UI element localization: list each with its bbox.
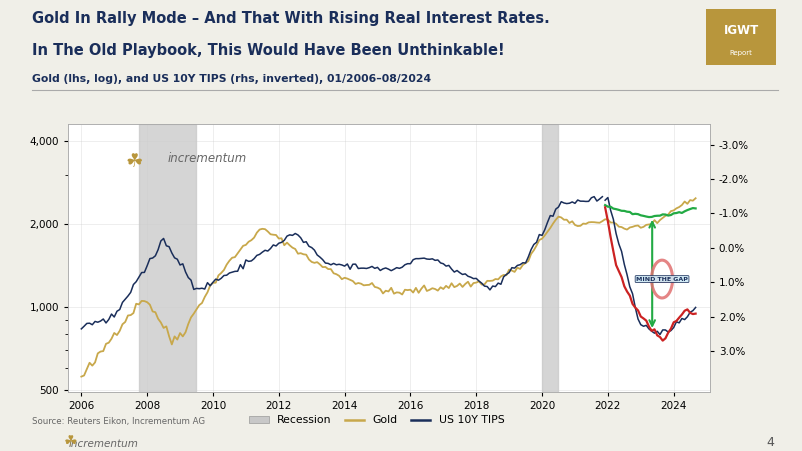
Text: incrementum: incrementum bbox=[168, 152, 247, 165]
Text: 4: 4 bbox=[766, 436, 774, 449]
Text: Gold (lhs, log), and US 10Y TIPS (rhs, inverted), 01/2006–08/2024: Gold (lhs, log), and US 10Y TIPS (rhs, i… bbox=[32, 74, 431, 84]
Text: ☘: ☘ bbox=[64, 434, 78, 449]
Legend: Recession, Gold, US 10Y TIPS: Recession, Gold, US 10Y TIPS bbox=[245, 411, 509, 430]
Text: In The Old Playbook, This Would Have Been Unthinkable!: In The Old Playbook, This Would Have Bee… bbox=[32, 43, 504, 58]
Text: Gold In Rally Mode – And That With Rising Real Interest Rates.: Gold In Rally Mode – And That With Risin… bbox=[32, 11, 550, 26]
Text: ☘: ☘ bbox=[126, 152, 144, 171]
Text: IGWT: IGWT bbox=[723, 24, 759, 37]
Text: MIND THE GAP: MIND THE GAP bbox=[636, 276, 688, 281]
Bar bbox=[139, 124, 196, 392]
Text: incrementum: incrementum bbox=[68, 439, 138, 449]
Text: Source: Reuters Eikon, Incrementum AG: Source: Reuters Eikon, Incrementum AG bbox=[32, 417, 205, 426]
Bar bbox=[542, 124, 558, 392]
Text: Report: Report bbox=[730, 50, 752, 56]
